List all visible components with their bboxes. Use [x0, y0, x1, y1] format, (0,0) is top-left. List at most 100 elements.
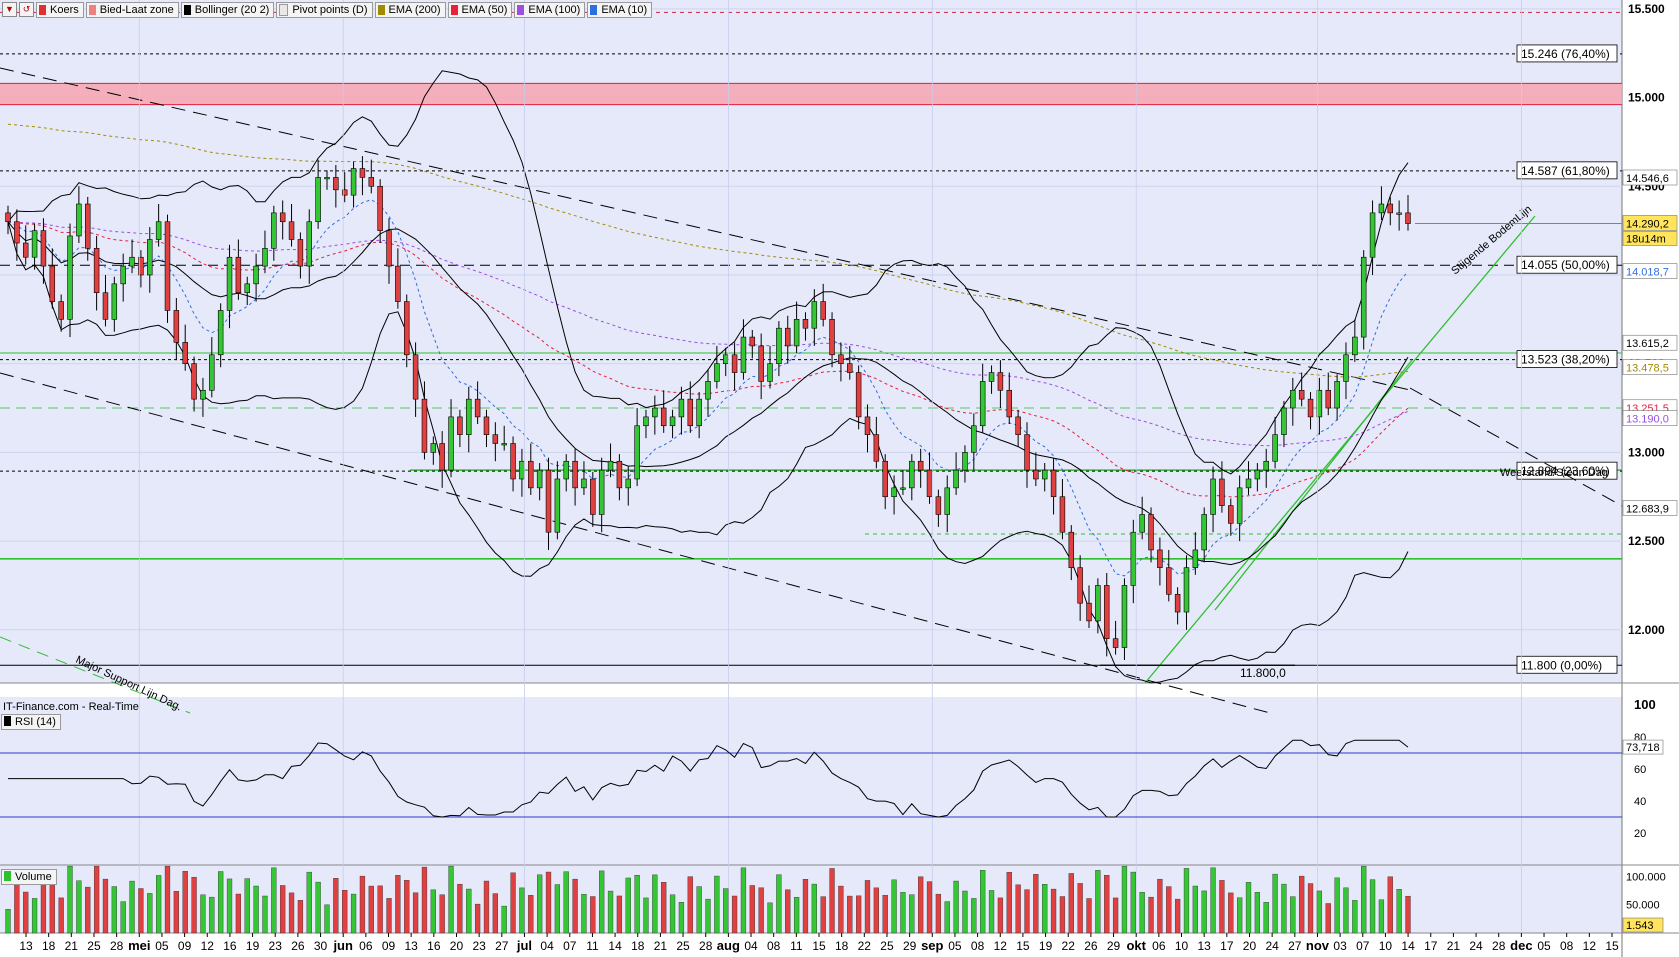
volume-bar [731, 895, 738, 934]
volume-bar [466, 888, 472, 934]
fib-level-label: 14.587 (61,80%) [1521, 164, 1610, 178]
candle-body [1077, 567, 1083, 604]
x-tick-label: 23 [269, 939, 283, 953]
rsi-pane-label[interactable]: RSI (14) [1, 714, 61, 730]
candle-body [235, 256, 242, 294]
volume-bar [395, 875, 401, 934]
volume-bar [377, 885, 383, 934]
volume-bar [1263, 902, 1269, 934]
candle-body [590, 478, 596, 515]
candle-body [669, 416, 676, 427]
x-tick-label: 28 [110, 939, 124, 953]
rsi-last-label: 73,718 [1626, 742, 1660, 754]
candle-body [129, 256, 135, 267]
x-tick-label: 12 [201, 939, 215, 953]
timer-tag-label: 18u14m [1626, 233, 1666, 245]
legend-item[interactable]: Pivot points (D) [276, 2, 373, 18]
legend-item[interactable]: Bied-Laat zone [85, 2, 179, 18]
candle-body [1210, 478, 1216, 515]
candle-body [1095, 585, 1101, 622]
volume-bar [85, 886, 91, 934]
candle-body [5, 212, 11, 223]
candle-body [1316, 389, 1323, 418]
volume-bar [404, 879, 410, 934]
remove-icon[interactable]: ▼ [2, 2, 17, 17]
candle-body [988, 372, 995, 382]
candle-body [1352, 336, 1358, 356]
volume-bar [510, 872, 516, 934]
candle-body [1148, 514, 1154, 551]
legend-item[interactable]: EMA (10) [587, 2, 653, 18]
candle-body [359, 168, 366, 178]
weerstand-line [1409, 387, 1623, 507]
candle-body [997, 372, 1004, 391]
volume-bar [767, 902, 773, 934]
volume-bar [200, 894, 206, 934]
volume-last-label: 1.543 [1626, 920, 1654, 932]
x-tick-label: 18 [42, 939, 56, 953]
candle-body [333, 177, 339, 191]
x-tick-label: 16 [223, 939, 237, 953]
volume-bar [111, 886, 117, 934]
legend-label: EMA (10) [601, 4, 648, 16]
volume-bar [953, 880, 959, 934]
legend-swatch [517, 5, 525, 15]
legend-bar: ▼ ↺ Koers Bied-Laat zone Bollinger (20 2… [2, 2, 653, 18]
candle-body [1103, 585, 1110, 639]
candle-body [1272, 434, 1278, 462]
x-tick-label: 13 [404, 939, 418, 953]
x-tick-label: 17 [1424, 939, 1438, 953]
candle-body [802, 319, 809, 329]
rsi-label-text: RSI (14) [15, 716, 56, 728]
volume-last-box [1622, 917, 1664, 933]
volume-bar [315, 881, 321, 934]
legend-item[interactable]: EMA (200) [374, 2, 446, 18]
x-tick-label: 23 [472, 939, 486, 953]
candle-body [22, 242, 29, 258]
candle-body [209, 354, 215, 391]
x-tick-label: 09 [382, 939, 396, 953]
volume-bar [776, 874, 782, 934]
candle-body [1192, 549, 1199, 568]
price-tag-label: 14.290,2 [1626, 218, 1669, 230]
volume-bar [218, 871, 224, 934]
candle-body [226, 256, 233, 311]
candle-body [820, 301, 826, 320]
candle-body [891, 487, 897, 498]
price-tag-label: 14.546,6 [1626, 173, 1669, 185]
price-tag-box [1622, 410, 1678, 426]
fib-level-label: 12.894 (23,60%) [1521, 464, 1610, 478]
legend-item[interactable]: EMA (50) [447, 2, 513, 18]
volume-bar [191, 876, 197, 934]
legend-swatch [450, 5, 458, 15]
price-tag-box [1622, 334, 1678, 351]
volume-bar [1201, 890, 1207, 934]
candle-body [85, 203, 91, 249]
volume-pane-label[interactable]: Volume [1, 869, 57, 885]
candle-body [519, 460, 525, 480]
legend-item[interactable]: EMA (100) [514, 2, 586, 18]
x-tick-label: 21 [65, 939, 79, 953]
candle-body [749, 336, 756, 347]
candle-body [1378, 203, 1385, 214]
volume-bar [173, 891, 179, 934]
candle-body [1343, 354, 1349, 382]
price-tag-label: 13.615,2 [1626, 338, 1669, 350]
volume-bar [31, 898, 38, 934]
refresh-icon[interactable]: ↺ [19, 2, 34, 17]
legend-item[interactable]: Bollinger (20 2) [180, 2, 275, 18]
volume-bar [785, 889, 791, 934]
volume-bar [288, 892, 295, 934]
volume-bar [359, 875, 366, 934]
volume-bar [864, 880, 871, 934]
candle-body [1121, 585, 1128, 648]
legend-item[interactable]: Koers [36, 2, 84, 18]
volume-bar [368, 885, 374, 934]
candle-body [687, 398, 694, 427]
volume-bar [855, 895, 862, 934]
candle-body [652, 407, 658, 418]
x-tick-label: 22 [1062, 939, 1076, 953]
volume-bar [430, 889, 436, 934]
candle-body [917, 460, 924, 471]
